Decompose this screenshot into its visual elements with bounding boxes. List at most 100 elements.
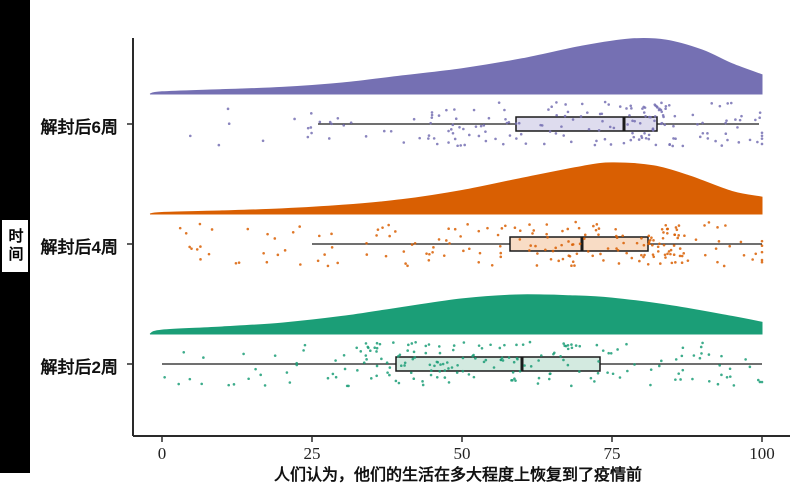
point-week6	[554, 132, 558, 135]
point-week2	[471, 354, 474, 358]
point-week2	[424, 351, 428, 355]
point-week2	[566, 363, 570, 367]
point-week4	[760, 258, 764, 262]
point-week2	[498, 346, 502, 350]
point-week2	[242, 352, 245, 356]
point-week4	[477, 261, 481, 264]
point-week6	[309, 112, 313, 115]
point-week6	[586, 111, 589, 114]
x-tick-label-75: 75	[604, 444, 621, 463]
point-week6	[467, 133, 471, 137]
point-week6	[638, 121, 642, 125]
point-week4	[554, 246, 558, 250]
point-week2	[596, 371, 600, 375]
point-week4	[468, 247, 471, 251]
point-week6	[226, 107, 230, 111]
point-week2	[232, 383, 236, 386]
point-week4	[283, 249, 287, 252]
point-week4	[760, 260, 764, 264]
point-week6	[555, 101, 558, 104]
point-week2	[288, 381, 292, 384]
point-week4	[571, 260, 575, 264]
point-week2	[447, 367, 450, 370]
point-week6	[543, 142, 546, 146]
point-week2	[303, 343, 307, 347]
point-week4	[595, 223, 599, 226]
point-week4	[643, 253, 646, 257]
point-week2	[566, 343, 570, 347]
point-week2	[559, 354, 562, 358]
point-week6	[667, 103, 671, 107]
point-week6	[647, 133, 651, 137]
point-week4	[496, 233, 500, 237]
point-week6	[651, 127, 655, 131]
point-week4	[431, 250, 434, 254]
point-week6	[540, 124, 544, 127]
point-week2	[373, 346, 377, 349]
point-week6	[514, 122, 518, 125]
point-week4	[722, 264, 726, 268]
point-week2	[482, 360, 486, 364]
point-week6	[718, 104, 722, 108]
point-week2	[411, 357, 415, 361]
point-week2	[548, 372, 552, 376]
point-week6	[432, 137, 436, 140]
point-week2	[521, 343, 525, 346]
point-week4	[662, 231, 665, 234]
point-week4	[536, 252, 539, 255]
point-week6	[454, 117, 458, 121]
point-week6	[462, 127, 465, 131]
point-week4	[583, 233, 587, 237]
point-week2	[380, 357, 383, 361]
point-week4	[694, 238, 698, 241]
point-week6	[726, 102, 729, 105]
point-week2	[334, 359, 337, 362]
point-week4	[577, 226, 581, 230]
point-week2	[707, 380, 711, 383]
point-week2	[570, 346, 574, 350]
x-tick-label-0: 0	[158, 444, 167, 463]
point-week2	[716, 382, 720, 386]
point-week2	[443, 369, 447, 372]
point-week6	[626, 123, 629, 126]
point-week6	[188, 134, 192, 138]
point-week2	[406, 349, 409, 352]
point-week4	[394, 230, 397, 233]
point-week6	[618, 105, 622, 108]
point-week4	[592, 224, 595, 228]
point-week4	[661, 236, 665, 240]
point-week2	[421, 380, 424, 383]
point-week2	[477, 344, 481, 347]
point-week4	[316, 259, 320, 263]
point-week2	[507, 356, 511, 359]
point-week6	[748, 138, 752, 142]
point-week2	[552, 352, 555, 356]
point-week2	[367, 346, 370, 350]
point-week4	[591, 254, 594, 258]
point-week2	[439, 363, 442, 366]
point-week6	[706, 132, 709, 135]
point-week2	[680, 354, 684, 358]
point-week4	[760, 250, 764, 254]
point-week2	[452, 344, 456, 347]
point-week4	[676, 236, 680, 240]
point-week6	[653, 115, 657, 118]
point-week4	[365, 241, 368, 245]
point-week2	[718, 364, 721, 367]
point-week4	[365, 253, 369, 256]
point-week6	[631, 131, 634, 135]
point-week4	[570, 264, 573, 268]
point-week4	[642, 243, 646, 247]
point-week2	[388, 366, 392, 369]
point-week4	[567, 240, 570, 243]
point-week2	[500, 356, 504, 360]
point-week2	[356, 369, 359, 372]
point-week2	[691, 377, 694, 381]
point-week2	[595, 343, 599, 347]
point-week2	[342, 353, 346, 357]
point-week2	[679, 378, 682, 381]
point-week6	[459, 144, 463, 147]
point-week2	[398, 353, 402, 357]
point-week6	[227, 122, 231, 125]
